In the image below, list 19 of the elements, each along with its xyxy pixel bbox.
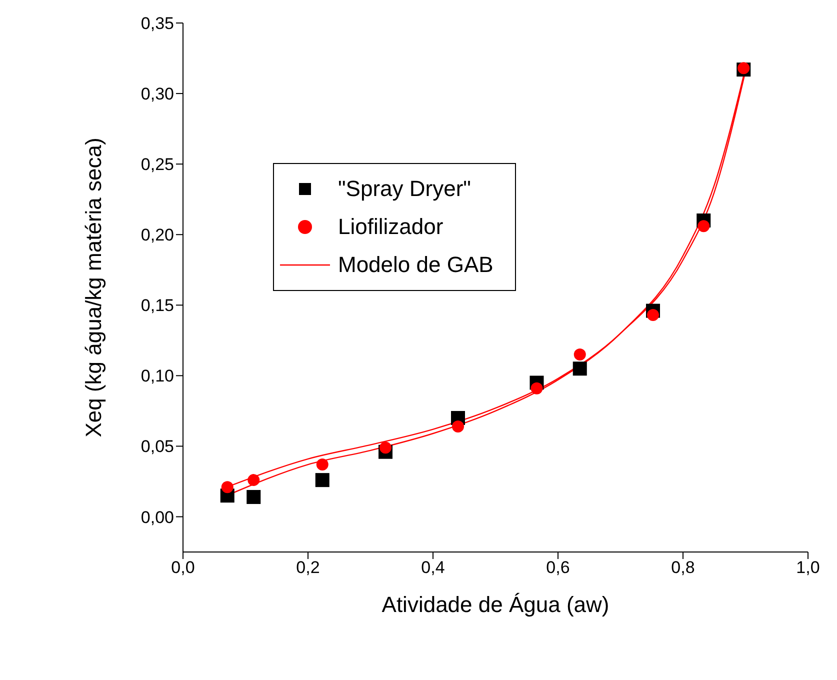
- legend-label: Modelo de GAB: [338, 251, 494, 279]
- x-tick-label: 0,8: [671, 558, 695, 578]
- x-axis-title: Atividade de Água (aw): [382, 592, 610, 617]
- x-tick-label: 0,6: [546, 558, 570, 578]
- legend-label: "Spray Dryer": [338, 175, 471, 203]
- y-tick-label: 0,10: [140, 366, 174, 386]
- legend-label: Liofilizador: [338, 213, 444, 241]
- x-tick-label: 0,0: [171, 558, 195, 578]
- y-tick-label: 0,30: [140, 84, 174, 104]
- y-tick-label: 0,15: [140, 296, 174, 316]
- y-tick-label: 0,05: [140, 437, 174, 456]
- x-tick-label: 0,4: [421, 558, 445, 578]
- y-axis-title: Xeq (kg água/kg matéria seca): [80, 138, 106, 438]
- y-tick-label: 0,25: [140, 155, 174, 174]
- x-tick-label: 0,2: [296, 558, 320, 578]
- y-tick-label: 0,35: [140, 14, 174, 34]
- x-tick-label: 1,0: [796, 558, 820, 578]
- y-tick-label: 0,00: [140, 508, 174, 527]
- y-tick-label: 0,20: [140, 226, 174, 245]
